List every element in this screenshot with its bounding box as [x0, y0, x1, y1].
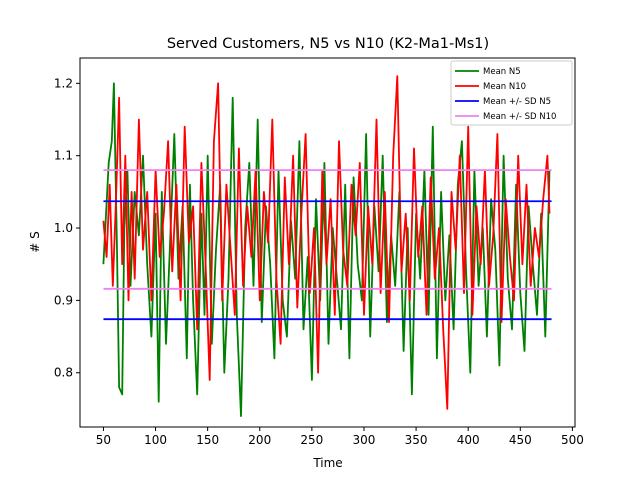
series-line-1	[102, 82, 551, 418]
x-axis: 50 100 150 200 250 300 350 400 450 500	[96, 427, 584, 447]
x-tick-label: 400	[457, 433, 480, 447]
y-tick-label: 1.1	[54, 149, 73, 163]
x-tick-label: 200	[248, 433, 271, 447]
x-tick-label: 450	[509, 433, 532, 447]
y-tick-label: 0.9	[54, 293, 73, 307]
y-axis: 0.8 0.9 1.0 1.1 1.2	[54, 76, 80, 380]
legend-label-2: Mean N10	[483, 82, 526, 92]
plot-frame	[79, 57, 576, 428]
x-tick-label: 350	[405, 433, 428, 447]
series-layer	[102, 75, 552, 418]
chart-title: Served Customers, N5 vs N10 (K2-Ma1-Ms1)	[167, 36, 489, 52]
legend-box	[450, 60, 573, 126]
x-tick-label: 150	[196, 433, 219, 447]
y-tick-label: 1.2	[54, 76, 73, 90]
legend-label-1: Mean N5	[483, 67, 521, 77]
x-axis-title: Time	[312, 456, 342, 470]
x-tick-label: 300	[353, 433, 376, 447]
x-tick-label: 100	[144, 433, 167, 447]
y-tick-label: 0.8	[54, 366, 73, 380]
y-axis-title: # S	[28, 231, 42, 253]
plot-area: 50 100 150 200 250 300 350 400 450 500 0.8 0.9 1.0 1…	[54, 57, 584, 447]
y-tick-label: 1.0	[54, 221, 73, 235]
legend-label-4: Mean +/- SD N10	[483, 112, 556, 122]
legend-label-3: Mean +/- SD N5	[483, 97, 551, 107]
x-tick-label: 50	[96, 433, 111, 447]
x-tick-label: 500	[561, 433, 584, 447]
x-tick-label: 250	[300, 433, 323, 447]
legend: Mean N5 Mean N10 Mean +/- SD N5 Mean +/- SD…	[450, 60, 573, 126]
